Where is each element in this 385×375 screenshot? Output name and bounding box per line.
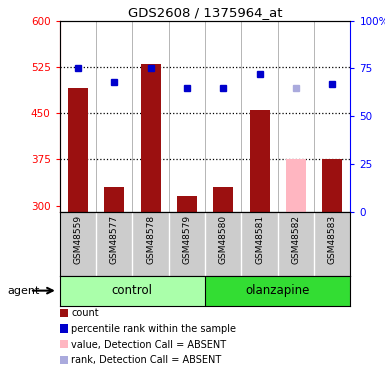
Text: GSM48583: GSM48583 <box>328 215 337 264</box>
Text: olanzapine: olanzapine <box>246 284 310 297</box>
Bar <box>60 212 96 276</box>
Bar <box>241 212 278 276</box>
Text: GSM48577: GSM48577 <box>110 215 119 264</box>
Bar <box>60 276 205 306</box>
Bar <box>132 212 169 276</box>
Text: GSM48580: GSM48580 <box>219 215 228 264</box>
Bar <box>177 196 197 212</box>
Bar <box>169 212 205 276</box>
Text: control: control <box>112 284 153 297</box>
Bar <box>286 159 306 212</box>
Bar <box>213 187 233 212</box>
Bar <box>205 212 241 276</box>
Bar <box>278 212 314 276</box>
Text: GSM48579: GSM48579 <box>182 215 191 264</box>
Bar <box>68 88 88 212</box>
Text: percentile rank within the sample: percentile rank within the sample <box>71 324 236 334</box>
Bar <box>96 212 132 276</box>
Bar <box>314 212 350 276</box>
Bar <box>249 110 270 212</box>
Text: value, Detection Call = ABSENT: value, Detection Call = ABSENT <box>71 340 226 350</box>
Text: agent: agent <box>8 286 40 296</box>
Bar <box>205 276 350 306</box>
Bar <box>141 64 161 212</box>
Text: GSM48559: GSM48559 <box>73 215 82 264</box>
Bar <box>322 159 342 212</box>
Title: GDS2608 / 1375964_at: GDS2608 / 1375964_at <box>128 6 282 20</box>
Bar <box>104 187 124 212</box>
Text: rank, Detection Call = ABSENT: rank, Detection Call = ABSENT <box>71 356 221 365</box>
Text: GSM48581: GSM48581 <box>255 215 264 264</box>
Text: GSM48578: GSM48578 <box>146 215 155 264</box>
Text: count: count <box>71 308 99 318</box>
Text: GSM48582: GSM48582 <box>291 215 300 264</box>
